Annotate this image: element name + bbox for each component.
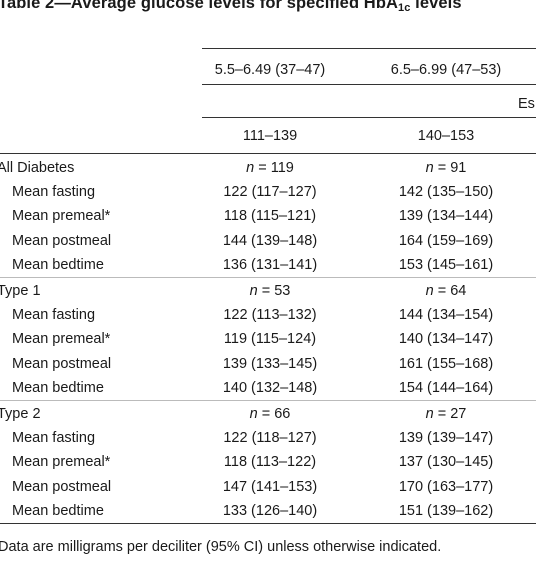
row-label: Mean premeal* [12, 208, 111, 225]
n-value: 53 [274, 283, 291, 299]
n-symbol: n [246, 160, 255, 176]
row-label: Mean premeal* [12, 454, 111, 471]
row-label: Mean postmeal [12, 232, 112, 249]
header-rule-bottom [0, 153, 536, 154]
row-value-col1: 118 (113–122) [223, 454, 317, 471]
row-value-col2: 137 (130–145) [398, 454, 494, 471]
group-n-count: n = 27 [358, 405, 534, 423]
n-symbol: n [425, 406, 434, 422]
n-symbol: n [249, 406, 258, 422]
row-value-col2: 153 (145–161) [398, 256, 494, 273]
group-n-count: n = 66 [202, 405, 338, 423]
n-equals: = [433, 406, 451, 422]
group-n-count: n = 53 [202, 282, 338, 300]
group-n-count: n = 91 [358, 159, 534, 177]
n-equals: = [433, 283, 451, 299]
group-divider [0, 523, 536, 524]
row-label: Mean fasting [12, 307, 96, 324]
row-label: Mean premeal* [12, 331, 111, 348]
row-value-col1: 122 (118–127) [223, 430, 317, 447]
col2-range-header: 6.5–6.99 (47–53) [390, 62, 502, 78]
row-label: Mean fasting [12, 430, 96, 447]
row-value-col1: 140 (132–148) [222, 379, 318, 396]
row-value-col2: 144 (134–154) [398, 307, 494, 324]
row-value-col1: 144 (139–148) [222, 232, 318, 249]
row-value-col1: 147 (141–153) [222, 478, 318, 495]
row-label: Mean postmeal [12, 355, 112, 372]
table-title: Table 2—Average glucose levels for speci… [0, 0, 462, 14]
group-n-count: n = 119 [202, 159, 338, 177]
group-divider [0, 277, 536, 278]
table-title-suffix: levels [410, 0, 462, 12]
row-value-col2: 142 (135–150) [398, 184, 494, 201]
group-divider [0, 400, 536, 401]
n-value: 64 [450, 283, 467, 299]
row-value-col1: 122 (117–127) [223, 184, 317, 201]
n-value: 119 [270, 160, 294, 176]
row-value-col1: 119 (115–124) [223, 331, 317, 348]
row-value-col2: 151 (139–162) [398, 502, 494, 519]
row-value-col2: 170 (163–177) [398, 478, 494, 495]
row-value-col2: 161 (155–168) [398, 355, 494, 372]
table-footnote: Data are milligrams per deciliter (95% C… [0, 539, 442, 555]
row-label: Mean bedtime [12, 256, 104, 273]
row-value-col1: 118 (115–121) [223, 208, 317, 225]
row-value-col1: 139 (133–145) [222, 355, 318, 372]
n-value: 66 [274, 406, 291, 422]
col1-estimate-header: 111–139 [242, 128, 298, 144]
row-label: Mean bedtime [12, 502, 104, 519]
group-label: Type 2 [0, 406, 41, 422]
n-symbol: n [425, 160, 434, 176]
row-label: Mean fasting [12, 184, 96, 201]
n-value: 91 [450, 160, 467, 176]
row-value-col2: 139 (139–147) [398, 430, 494, 447]
row-label: Mean postmeal [12, 478, 112, 495]
group-label: All Diabetes [0, 160, 75, 176]
n-equals: = [257, 406, 275, 422]
row-value-col1: 133 (126–140) [222, 502, 318, 519]
table-title-prefix: Table 2—Average glucose levels for speci… [0, 0, 399, 12]
n-symbol: n [249, 283, 258, 299]
n-equals: = [257, 283, 275, 299]
col2-estimate-header: 140–153 [417, 128, 475, 144]
table-title-subscript: 1c [398, 2, 411, 14]
estimate-label-header: Es [518, 96, 535, 112]
row-value-col2: 139 (134–144) [398, 208, 494, 225]
row-value-col1: 122 (113–132) [223, 307, 317, 324]
row-value-col1: 136 (131–141) [222, 256, 318, 273]
row-value-col2: 140 (134–147) [398, 331, 494, 348]
header-rule-lower [202, 117, 536, 118]
n-value: 27 [450, 406, 467, 422]
n-equals: = [433, 160, 451, 176]
col1-range-header: 5.5–6.49 (37–47) [214, 62, 326, 78]
row-value-col2: 154 (144–164) [398, 379, 494, 396]
header-rule-middle [202, 84, 536, 85]
header-rule-top [202, 48, 536, 49]
group-label: Type 1 [0, 283, 41, 299]
n-equals: = [254, 160, 271, 176]
group-n-count: n = 64 [358, 282, 534, 300]
row-value-col2: 164 (159–169) [398, 232, 494, 249]
row-label: Mean bedtime [12, 379, 104, 396]
n-symbol: n [425, 283, 434, 299]
